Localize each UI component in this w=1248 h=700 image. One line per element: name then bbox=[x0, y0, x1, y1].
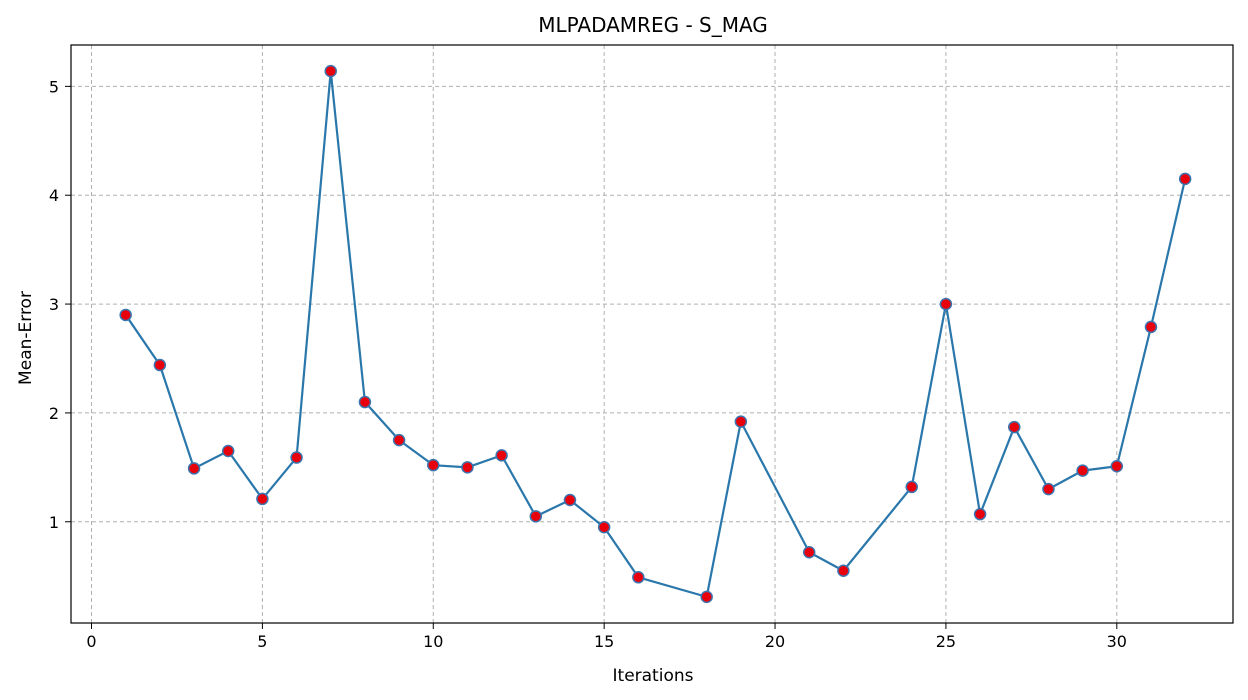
data-point bbox=[905, 480, 918, 494]
data-point bbox=[187, 462, 201, 475]
y-axis-label: Mean-Error bbox=[16, 291, 36, 385]
data-point bbox=[529, 510, 543, 523]
x-tick-label: 5 bbox=[257, 632, 267, 651]
data-point bbox=[1144, 320, 1158, 334]
series-layer bbox=[119, 64, 1192, 604]
x-tick-label: 10 bbox=[423, 632, 443, 651]
x-tick-label: 0 bbox=[86, 632, 96, 651]
x-tick-label: 15 bbox=[594, 632, 614, 651]
data-point bbox=[1008, 420, 1021, 434]
data-point bbox=[427, 458, 440, 472]
y-tick-label: 2 bbox=[49, 404, 59, 423]
data-point bbox=[358, 395, 372, 409]
data-point bbox=[632, 571, 645, 584]
data-point bbox=[802, 545, 816, 559]
data-point bbox=[1076, 464, 1089, 477]
data-point bbox=[837, 564, 850, 578]
x-tick-label: 20 bbox=[765, 632, 785, 651]
x-tick-label: 25 bbox=[936, 632, 956, 651]
y-tick-label: 3 bbox=[49, 295, 59, 314]
data-point bbox=[392, 433, 406, 447]
data-point bbox=[597, 520, 611, 534]
axis-ticks: 0 5 10 15 20 25 30 1 2 3 4 5 bbox=[49, 77, 1127, 651]
y-tick-label: 1 bbox=[49, 513, 59, 532]
x-axis-label: Iterations bbox=[613, 666, 694, 686]
grid-lines bbox=[71, 45, 1233, 623]
data-point bbox=[256, 492, 269, 506]
y-tick-label: 5 bbox=[49, 77, 59, 96]
data-point bbox=[119, 308, 132, 322]
data-point bbox=[153, 358, 167, 372]
data-point bbox=[1178, 172, 1192, 186]
plot-frame bbox=[70, 44, 1234, 624]
y-tick-label: 4 bbox=[49, 186, 59, 205]
data-point bbox=[939, 297, 953, 311]
data-point bbox=[973, 507, 987, 521]
data-point bbox=[461, 461, 474, 474]
data-point bbox=[700, 590, 713, 604]
x-tick-label: 30 bbox=[1107, 632, 1127, 651]
data-point bbox=[1042, 482, 1055, 496]
data-point bbox=[290, 451, 303, 464]
data-point bbox=[563, 493, 577, 507]
data-point bbox=[495, 449, 508, 462]
data-point bbox=[221, 444, 235, 458]
data-point bbox=[324, 64, 337, 78]
chart-title: MLPADAMREG - S_MAG bbox=[538, 13, 768, 37]
data-point bbox=[734, 415, 748, 428]
data-point bbox=[1110, 460, 1124, 473]
